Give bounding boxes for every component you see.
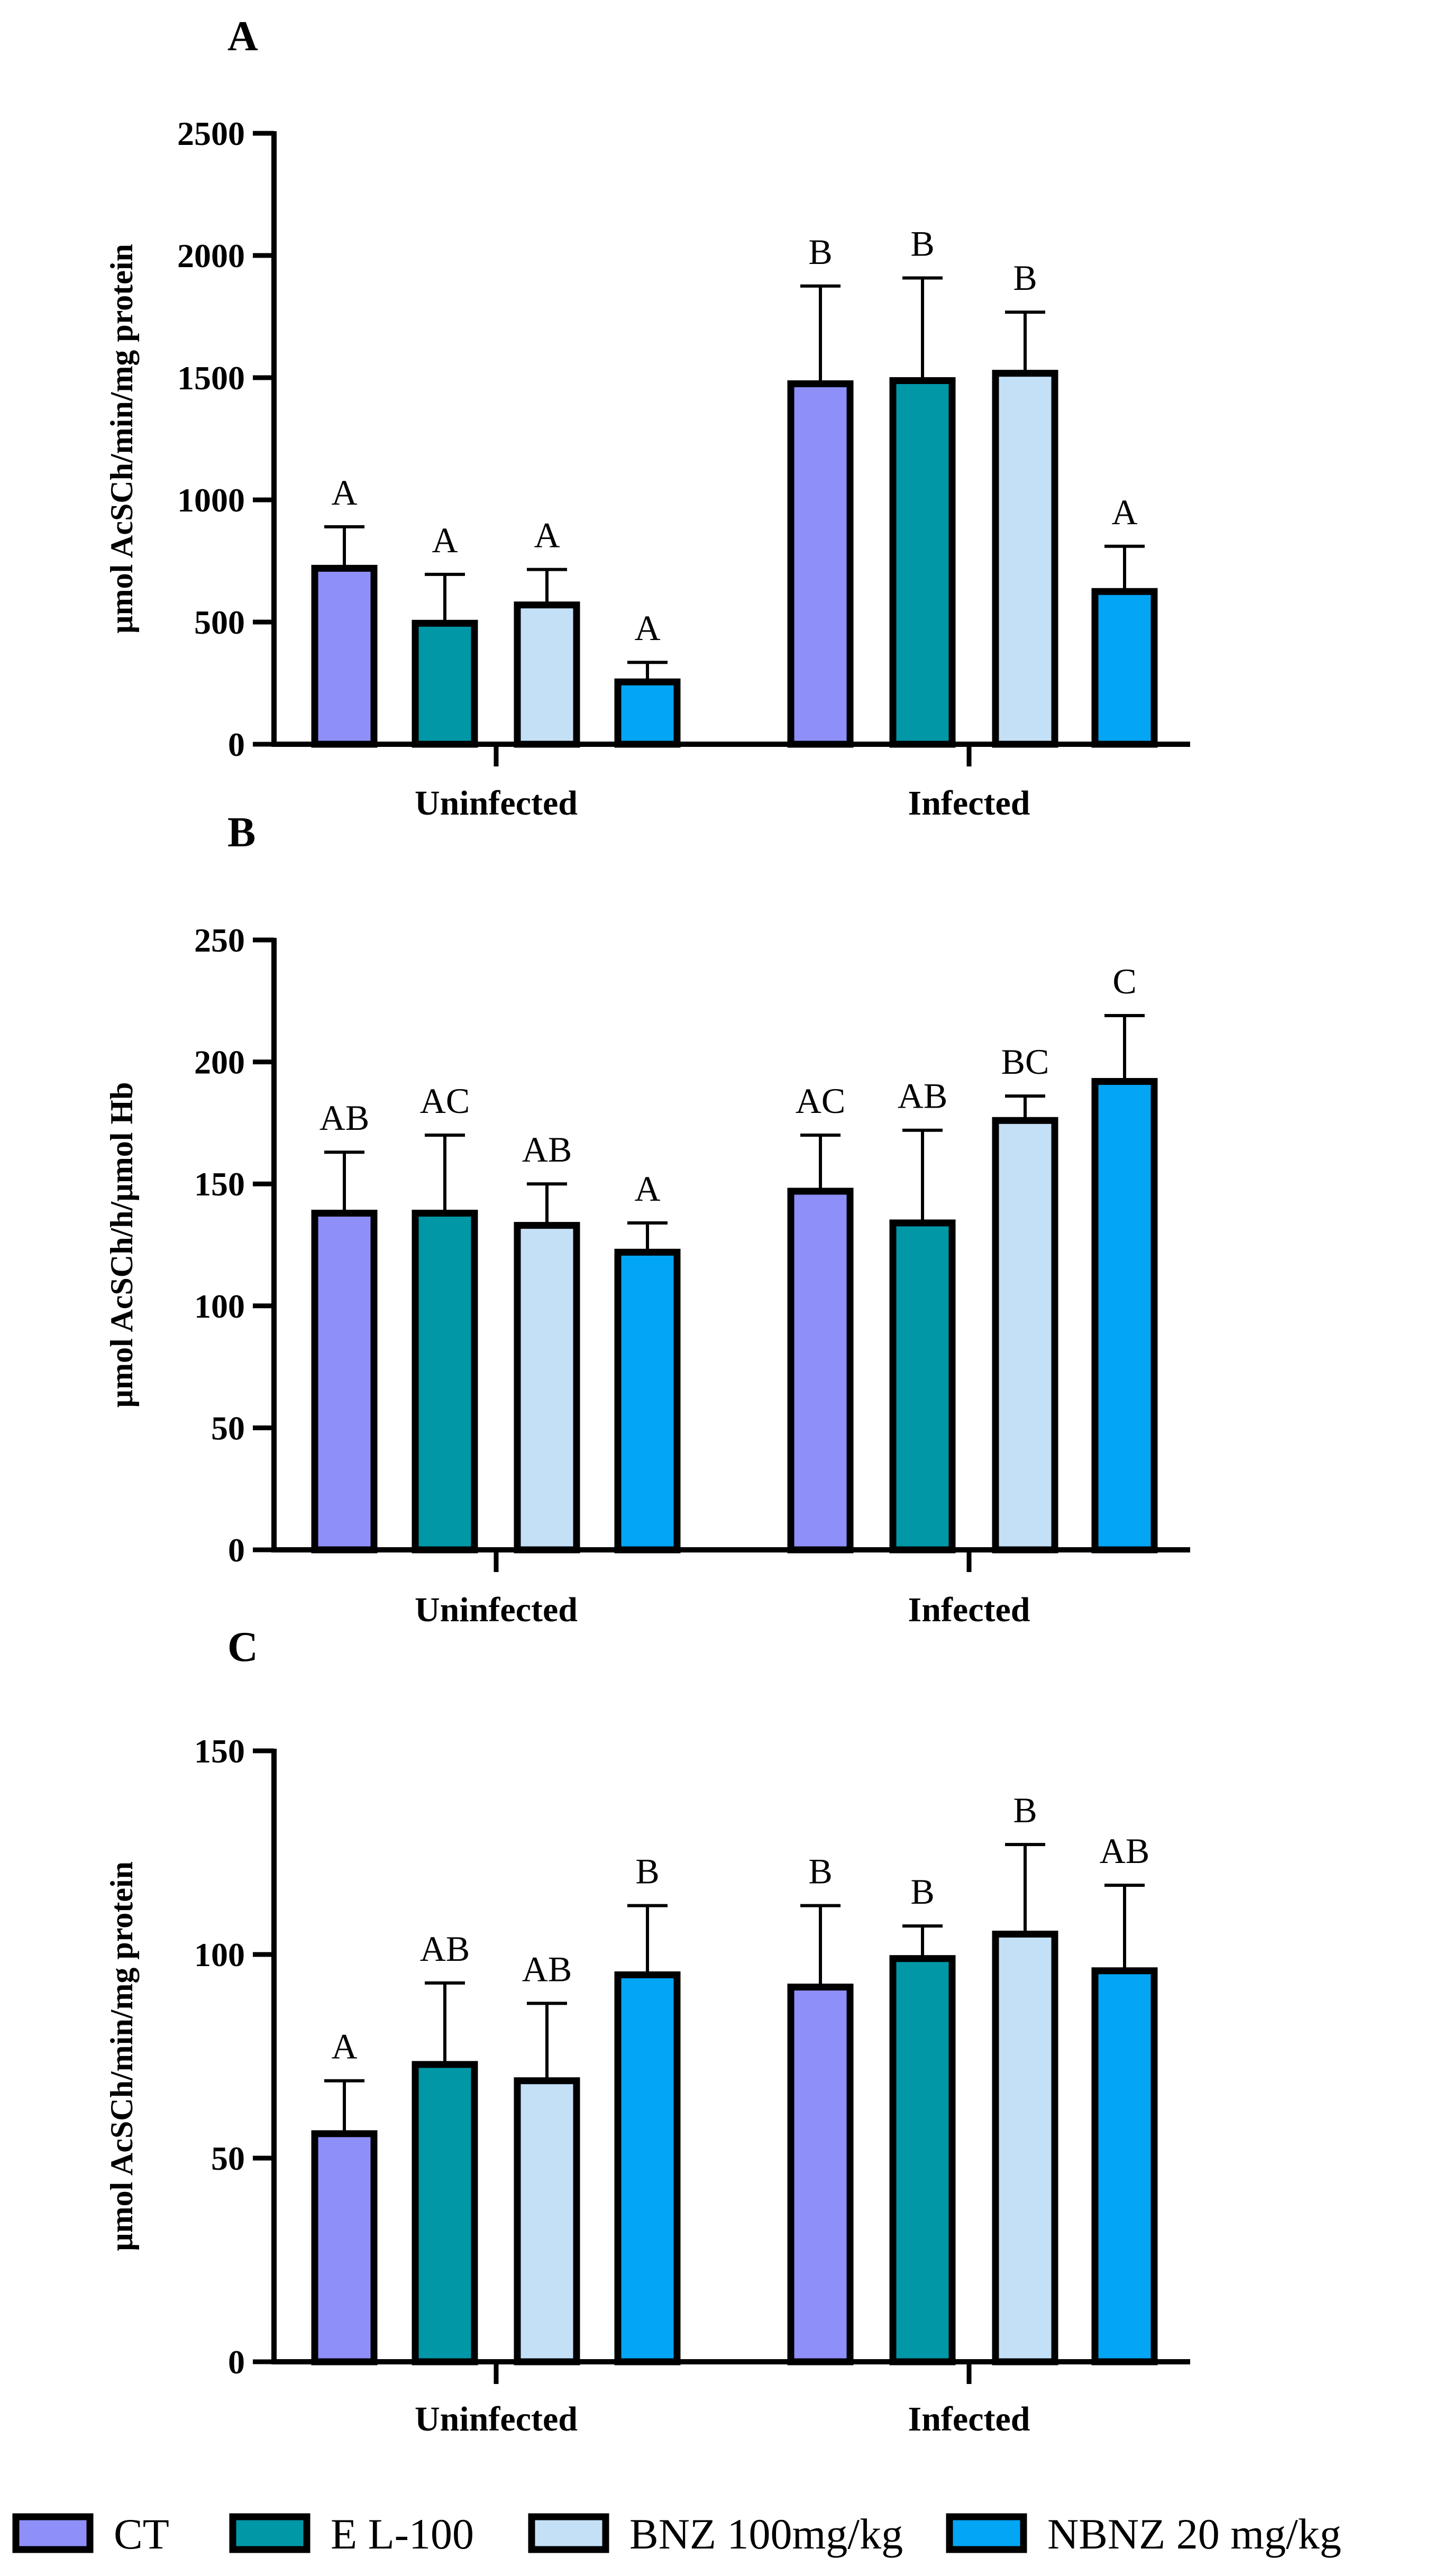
bar [412,2061,478,2365]
bar [514,2077,580,2365]
legend-item-label: NBNZ 20 mg/kg [1047,2510,1341,2558]
legend: CT E L-100 BNZ 100mg/kg NBNZ 20 mg/kg [12,2510,1341,2558]
y-tick-label: 150 [194,1165,245,1203]
y-tick-label: 100 [194,1936,245,1974]
bar [614,1248,681,1554]
significance-letter: A [1111,492,1137,532]
significance-letter: B [910,1871,934,1912]
bar [1091,1967,1158,2365]
y-tick-label: 500 [194,604,245,641]
bar [889,1955,956,2365]
significance-letter: B [808,1851,832,1892]
bar [787,1187,854,1554]
bar [889,1219,956,1554]
y-tick-label: 250 [194,921,245,959]
y-tick-label: 0 [228,726,245,763]
x-tick-label: Uninfected [415,2400,578,2438]
bar [412,1210,478,1554]
significance-letter: AB [522,1949,572,1989]
bar [311,2130,378,2365]
y-tick-label: 50 [211,2140,245,2177]
x-tick-label: Uninfected [415,1591,578,1629]
y-tick-label: 200 [194,1044,245,1081]
bar [614,678,681,748]
significance-letter: A [432,520,458,560]
significance-letter: A [331,2026,357,2067]
significance-letter: B [808,232,832,272]
significance-letter: AC [420,1081,470,1121]
y-tick-label: 1000 [177,481,245,519]
significance-letter: A [534,515,560,555]
bar [787,1984,854,2365]
bar [514,1222,580,1554]
y-axis-label: µmol AcSCh/h/µmol Hb [104,1082,139,1408]
significance-letter: B [635,1851,659,1892]
panel-letter: B [227,809,255,856]
x-tick-label: Uninfected [415,784,578,823]
x-tick-label: Infected [908,784,1030,823]
bar [787,380,854,748]
y-axis-label: µmol AcSCh/min/mg protein [104,244,139,634]
bar [992,1931,1058,2365]
significance-letter: AC [796,1081,845,1121]
significance-letter: AB [420,1929,470,1969]
legend-item-label: E L-100 [331,2510,474,2558]
bar [992,370,1058,748]
bar [614,1971,681,2365]
y-tick-label: 1500 [177,359,245,397]
bar [412,619,478,748]
panel-letter: C [227,1624,258,1670]
significance-letter: AB [1100,1831,1149,1871]
bar [311,1210,378,1554]
significance-letter: B [1013,1790,1037,1830]
y-tick-label: 2000 [177,237,245,275]
legend-swatch [229,2513,310,2553]
legend-swatch [12,2513,94,2553]
legend-item-label: BNZ 100mg/kg [629,2510,903,2558]
significance-letter: AB [522,1129,572,1170]
significance-letter: A [634,1168,660,1209]
significance-letter: AB [898,1076,947,1116]
bar [889,377,956,748]
bar [311,564,378,748]
legend-swatch [528,2513,609,2553]
significance-letter: B [1013,258,1037,298]
y-tick-label: 0 [228,1531,245,1569]
significance-letter: A [331,472,357,513]
significance-letter: AB [319,1098,369,1138]
bar [992,1117,1058,1554]
y-tick-label: 50 [211,1409,245,1447]
panel-letter: A [227,13,258,60]
bar [514,601,580,748]
y-axis-label: µmol AcSCh/min/mg protein [104,1861,139,2251]
legend-item-label: CT [114,2510,169,2558]
significance-letter: B [910,224,934,264]
significance-letter: A [634,608,660,648]
x-tick-label: Infected [908,2400,1030,2438]
bar [1091,588,1158,748]
significance-letter: BC [1001,1042,1049,1082]
significance-letter: C [1112,961,1136,1001]
bar [1091,1077,1158,1554]
y-tick-label: 150 [194,1732,245,1770]
legend-swatch [946,2513,1027,2553]
y-tick-label: 0 [228,2343,245,2381]
y-tick-label: 2500 [177,115,245,152]
x-tick-label: Infected [908,1591,1030,1629]
y-tick-label: 100 [194,1287,245,1325]
